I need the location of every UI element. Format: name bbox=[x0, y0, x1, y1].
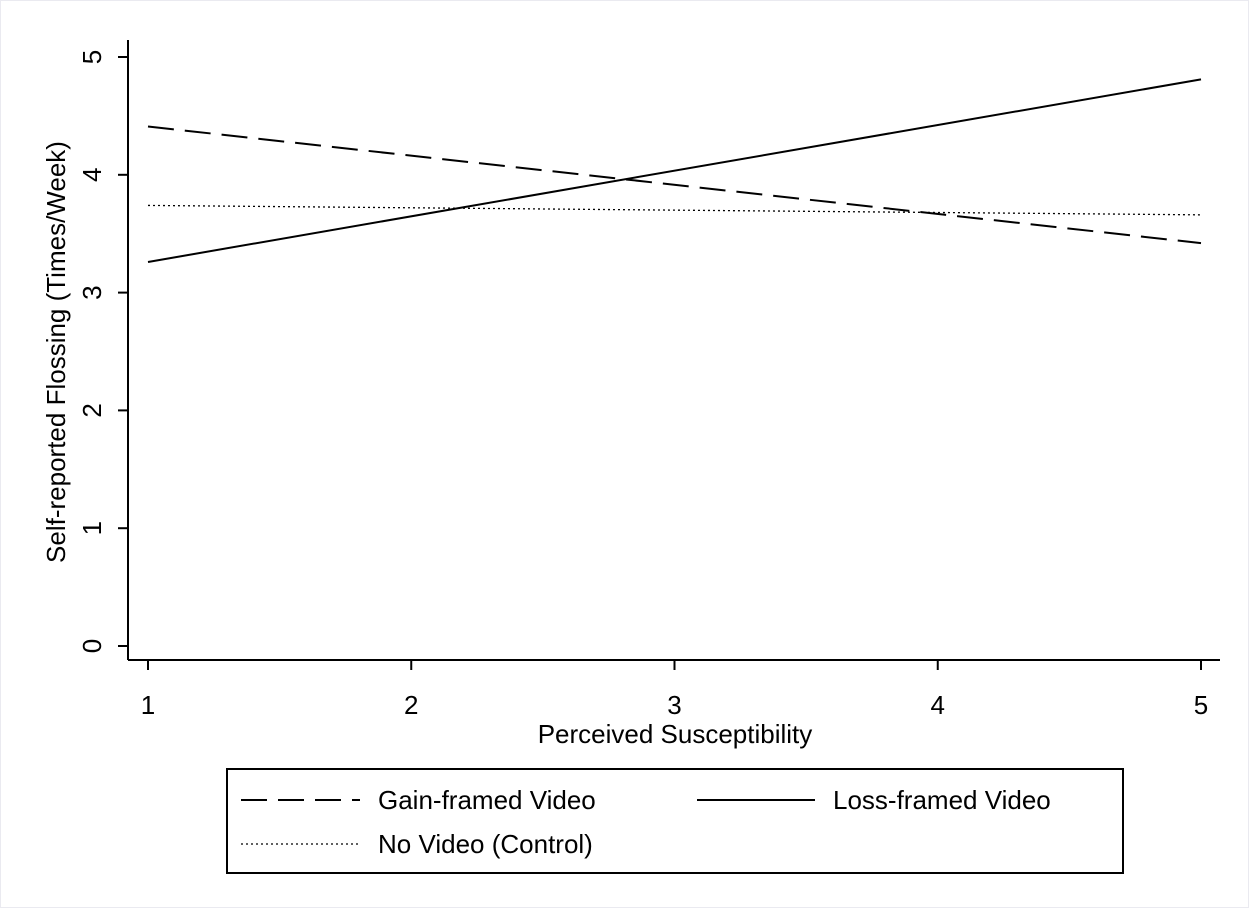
legend-label: Loss-framed Video bbox=[833, 785, 1051, 815]
x-tick-label: 3 bbox=[667, 690, 681, 720]
x-ticks: 1 2 3 4 5 bbox=[141, 660, 1208, 720]
y-axis-label: Self-reported Flossing (Times/Week) bbox=[41, 141, 71, 563]
legend-label: No Video (Control) bbox=[378, 829, 593, 859]
x-tick-label: 4 bbox=[931, 690, 945, 720]
x-tick-label: 5 bbox=[1194, 690, 1208, 720]
series-line-gain-framed-video bbox=[147, 125, 1202, 245]
series-lines bbox=[147, 78, 1202, 263]
y-tick-label: 3 bbox=[77, 285, 107, 299]
y-tick-label: 1 bbox=[77, 521, 107, 535]
legend-label: Gain-framed Video bbox=[378, 785, 596, 815]
y-ticks: 0 1 2 3 4 5 bbox=[77, 50, 128, 653]
legend-entries: Gain-framed Video Loss-framed Video No Vid… bbox=[241, 785, 1051, 859]
y-tick-label: 2 bbox=[77, 403, 107, 417]
series-line-loss-framed-video bbox=[147, 78, 1202, 263]
series-line-no-video-control bbox=[147, 204, 1202, 216]
y-tick-label: 0 bbox=[77, 639, 107, 653]
x-axis-label: Perceived Susceptibility bbox=[538, 719, 813, 749]
legend-box bbox=[226, 768, 1124, 874]
x-tick-label: 1 bbox=[141, 690, 155, 720]
y-tick-label: 5 bbox=[77, 50, 107, 64]
y-tick-label: 4 bbox=[77, 168, 107, 182]
x-tick-label: 2 bbox=[404, 690, 418, 720]
legend: Gain-framed Video Loss-framed Video No Vid… bbox=[226, 768, 1124, 874]
